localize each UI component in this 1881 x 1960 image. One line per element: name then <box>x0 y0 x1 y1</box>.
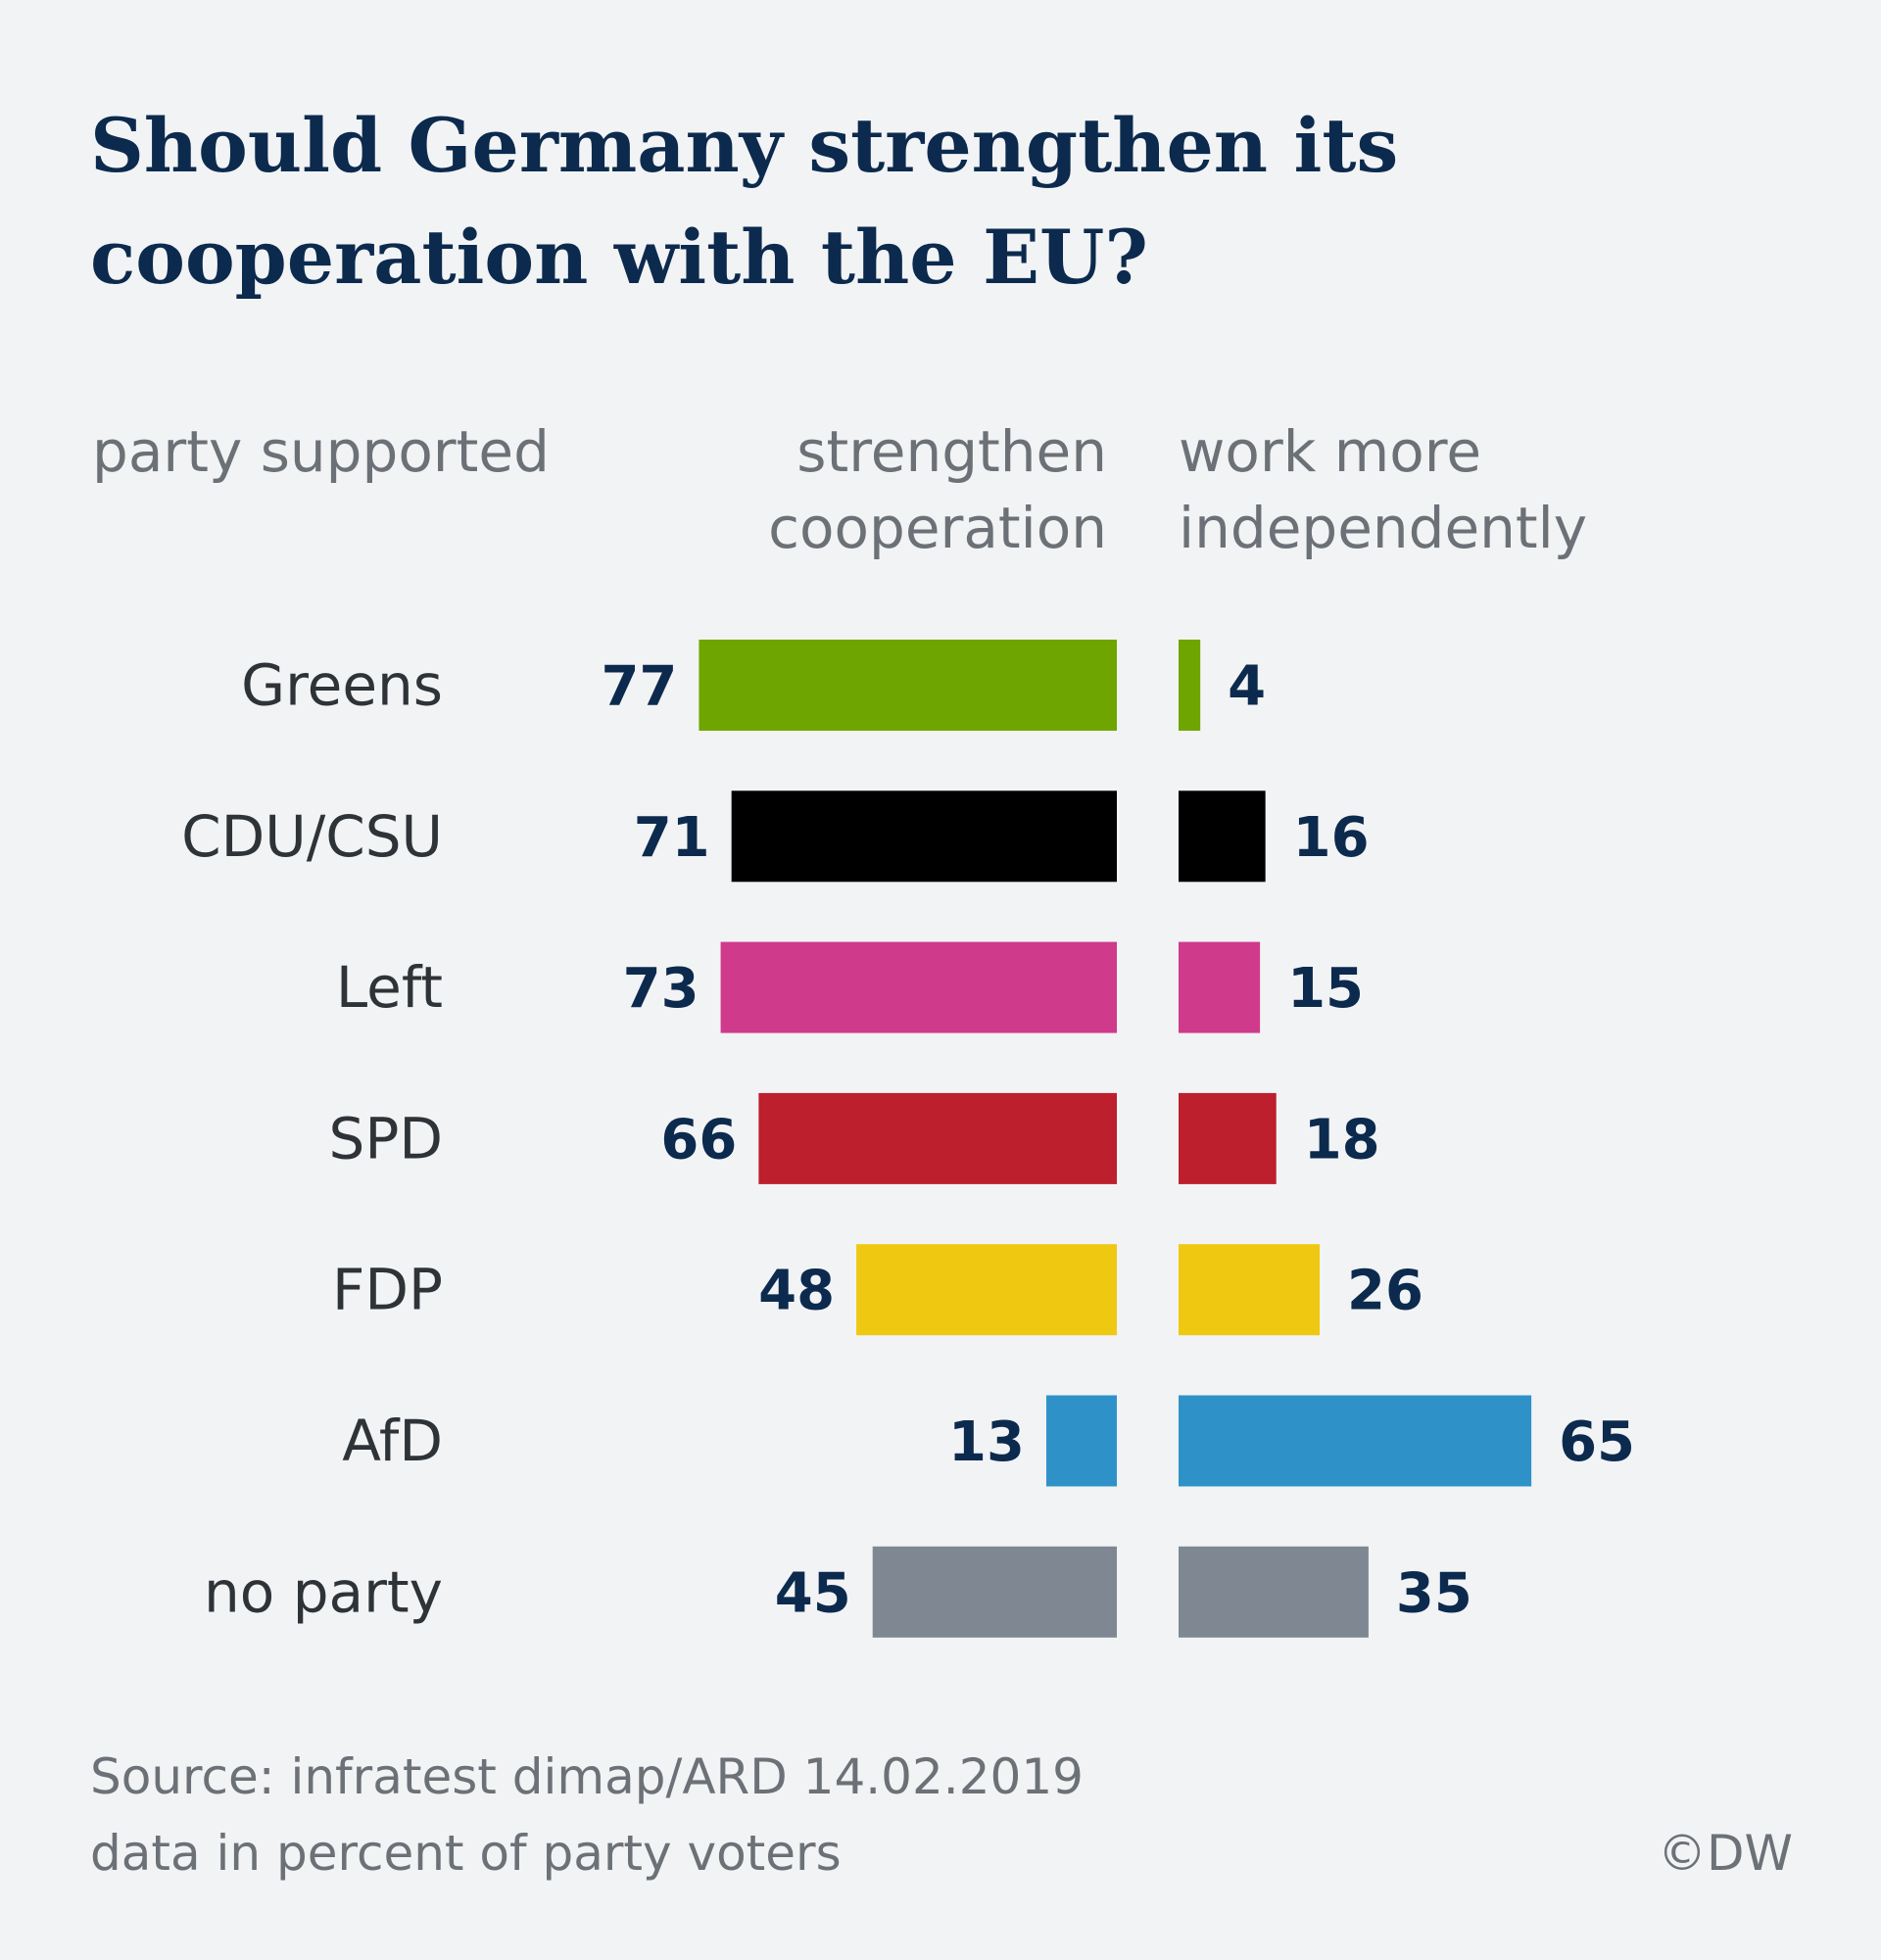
value-strengthen-cdu-csu: 71 <box>634 806 710 870</box>
value-strengthen-no-party: 45 <box>775 1561 851 1625</box>
value-strengthen-afd: 13 <box>948 1410 1025 1474</box>
party-label-left: Left <box>336 954 443 1021</box>
value-independent-cdu-csu: 16 <box>1293 806 1370 870</box>
bar-independent-left <box>1179 941 1261 1033</box>
bar-independent-cdu-csu <box>1179 790 1266 883</box>
value-independent-spd: 18 <box>1304 1108 1380 1171</box>
data-note: data in percent of party voters <box>90 1825 842 1882</box>
independent-column-header: work more independently <box>1179 418 1588 561</box>
value-independent-no-party: 35 <box>1396 1561 1472 1625</box>
bar-independent-afd <box>1179 1395 1532 1487</box>
bar-independent-fdp <box>1179 1244 1321 1336</box>
value-independent-left: 15 <box>1287 957 1364 1021</box>
value-strengthen-fdp: 48 <box>758 1260 835 1323</box>
bar-strengthen-spd <box>758 1092 1117 1184</box>
bar-strengthen-left <box>720 941 1117 1033</box>
party-label-spd: SPD <box>329 1105 443 1171</box>
bar-strengthen-afd <box>1045 1395 1117 1487</box>
value-independent-afd: 65 <box>1559 1410 1635 1474</box>
value-independent-greens: 4 <box>1228 655 1266 719</box>
footer: Source: infratest dimap/ARD 14.02.2019 d… <box>90 1739 1084 1891</box>
party-label-cdu-csu: CDU/CSU <box>181 803 443 870</box>
party-label-fdp: FDP <box>332 1257 443 1323</box>
bar-strengthen-no-party <box>872 1546 1117 1638</box>
credit: ©DW <box>1658 1825 1793 1882</box>
party-label-greens: Greens <box>241 652 443 719</box>
party-column-header: party supported <box>92 418 550 485</box>
value-independent-fdp: 26 <box>1347 1260 1423 1323</box>
bar-strengthen-cdu-csu <box>731 790 1117 883</box>
chart-title: Should Germany strengthen its cooperatio… <box>90 102 1399 301</box>
value-strengthen-greens: 77 <box>601 655 677 719</box>
party-label-no-party: no party <box>204 1558 443 1625</box>
value-strengthen-left: 73 <box>623 957 699 1021</box>
value-strengthen-spd: 66 <box>660 1108 737 1171</box>
source-note: Source: infratest dimap/ARD 14.02.2019 <box>90 1748 1084 1805</box>
bar-independent-spd <box>1179 1092 1277 1184</box>
bar-independent-greens <box>1179 640 1201 731</box>
bar-strengthen-greens <box>699 640 1117 731</box>
bar-independent-no-party <box>1179 1546 1369 1638</box>
party-label-afd: AfD <box>342 1408 443 1474</box>
strengthen-column-header: strengthen cooperation <box>768 418 1107 561</box>
bar-strengthen-fdp <box>856 1244 1117 1336</box>
